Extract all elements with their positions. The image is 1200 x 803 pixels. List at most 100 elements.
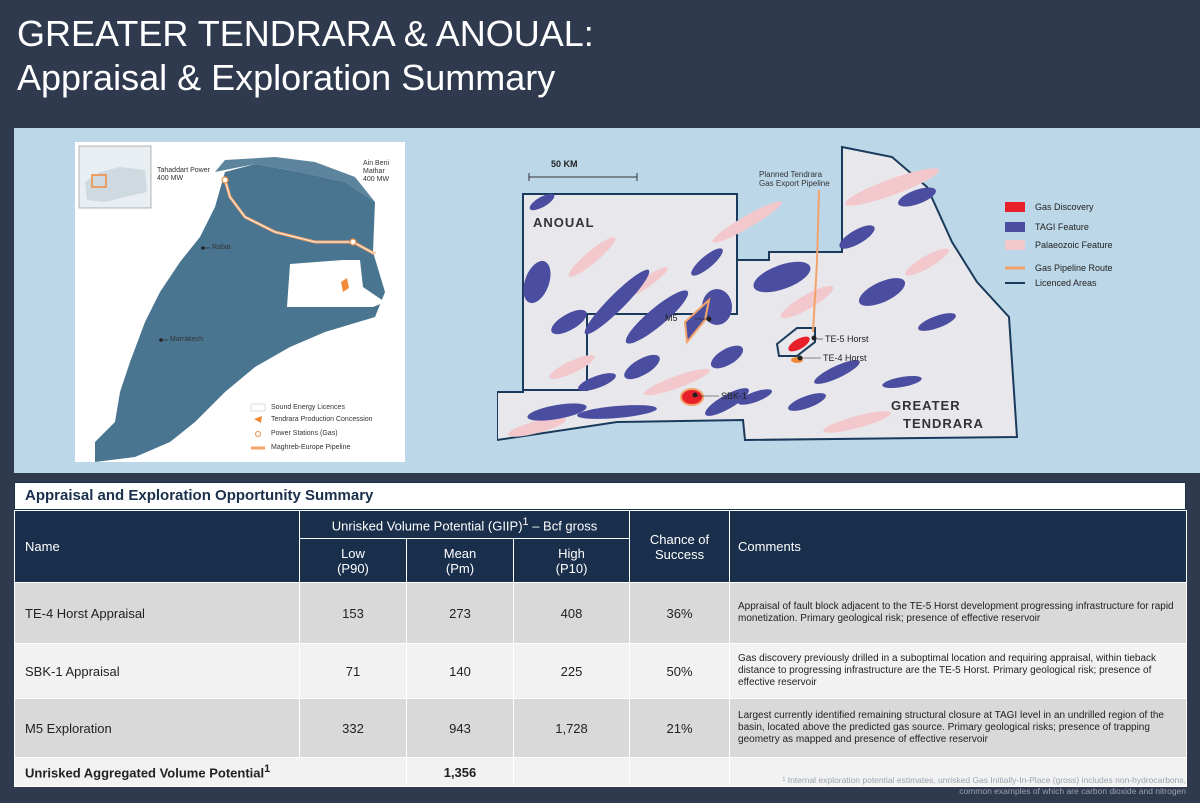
table-row: M5 Exploration 332 943 1,728 21% Largest… bbox=[14, 698, 1188, 758]
tendrara-map: 50 KM Planned Tendrara Gas Export Pipeli… bbox=[496, 142, 1200, 467]
footnote-line-1: ¹ Internal exploration potential estimat… bbox=[782, 775, 1186, 785]
power-station-tahaddart bbox=[221, 176, 229, 184]
legend-power-stations: Power Stations (Gas) bbox=[271, 430, 338, 437]
col-low-line-2: (P90) bbox=[337, 560, 369, 576]
col-chance-line-1: Chance of bbox=[649, 531, 710, 547]
sbk1-discovery bbox=[680, 388, 704, 406]
col-group-volume: Unrisked Volume Potential (GIIP)1 – Bcf … bbox=[298, 510, 631, 539]
row-comment: Largest currently identified remaining s… bbox=[729, 698, 1188, 758]
power-station-ain-beni bbox=[349, 238, 357, 246]
legend-gas-discovery: Gas Discovery bbox=[1035, 202, 1094, 212]
pipeline-label-1: Planned Tendrara bbox=[759, 170, 823, 179]
legend-pipeline-route: Gas Pipeline Route bbox=[1035, 263, 1113, 273]
group-header-text: Unrisked Volume Potential (GIIP) bbox=[331, 518, 523, 534]
row-chance: 21% bbox=[629, 698, 731, 758]
sbk1-label: SBK-1 bbox=[721, 391, 748, 401]
row-chance: 50% bbox=[629, 643, 731, 699]
legend-tagi: TAGI Feature bbox=[1035, 222, 1089, 232]
m5-label: M5 bbox=[665, 313, 678, 323]
te5-label: TE-5 Horst bbox=[825, 334, 869, 344]
row-comment: Gas discovery previously drilled in a su… bbox=[729, 643, 1188, 699]
scale-label: 50 KM bbox=[551, 159, 578, 169]
row-mean: 943 bbox=[406, 698, 514, 758]
empty-cell bbox=[629, 757, 731, 787]
rabat-label: Rabat bbox=[212, 244, 231, 251]
table-row: SBK-1 Appraisal 71 140 225 50% Gas disco… bbox=[14, 643, 1188, 699]
total-row: Unrisked Aggregated Volume Potential1 1,… bbox=[14, 757, 1188, 787]
licence-west-2 bbox=[97, 346, 107, 358]
col-high-line-1: High bbox=[558, 545, 585, 561]
inset-highlight bbox=[91, 174, 107, 188]
morocco-map-graphic bbox=[75, 142, 405, 462]
title-line-1: GREATER TENDRARA & ANOUAL: bbox=[17, 13, 594, 54]
row-low: 332 bbox=[299, 698, 407, 758]
north-coast bbox=[215, 157, 375, 202]
empty-cell bbox=[729, 757, 1188, 787]
legend-licences: Sound Energy Licences bbox=[271, 404, 345, 411]
total-value: 1,356 bbox=[406, 757, 514, 787]
anoual-label: ANOUAL bbox=[533, 215, 595, 230]
footnote-line-2: common examples of which are carbon diox… bbox=[959, 786, 1186, 796]
tendrara-concession bbox=[341, 278, 349, 292]
pipeline-label-2: Gas Export Pipeline bbox=[759, 179, 830, 188]
legend-pipeline: Maghreb-Europe Pipeline bbox=[271, 444, 351, 451]
row-name: TE-4 Horst Appraisal bbox=[14, 582, 300, 644]
mathar-label: Mathar bbox=[363, 168, 385, 175]
greater-label: GREATER bbox=[891, 398, 961, 413]
morocco-map: Tahaddart Power 400 MW Ain Beni Mathar 4… bbox=[75, 142, 405, 462]
table-row: TE-4 Horst Appraisal 153 273 408 36% App… bbox=[14, 582, 1188, 644]
col-mean-line-1: Mean bbox=[443, 545, 477, 561]
rabat-dot bbox=[201, 246, 205, 250]
tendrara-label: TENDRARA bbox=[903, 416, 984, 431]
col-name: Name bbox=[14, 510, 300, 583]
te5-discovery bbox=[788, 336, 810, 352]
row-low: 153 bbox=[299, 582, 407, 644]
marrakech-label: Marrakech bbox=[170, 336, 204, 343]
col-low: Low (P90) bbox=[299, 538, 407, 583]
col-high: High (P10) bbox=[512, 538, 631, 583]
tahaddart-label: Tahaddart Power bbox=[157, 167, 210, 174]
ain-beni-mw: 400 MW bbox=[363, 176, 390, 183]
tahaddart-mw: 400 MW bbox=[157, 175, 184, 182]
legend-concession: Tendrara Production Concession bbox=[271, 416, 373, 423]
col-mean: Mean (Pm) bbox=[406, 538, 514, 583]
te4-label: TE-4 Horst bbox=[823, 353, 867, 363]
col-comments: Comments bbox=[729, 510, 1188, 583]
legend-palaeozoic: Palaeozoic Feature bbox=[1035, 240, 1113, 250]
row-mean: 273 bbox=[406, 582, 514, 644]
marrakech-dot bbox=[159, 338, 163, 342]
row-low: 71 bbox=[299, 643, 407, 699]
group-header-sup: 1 bbox=[522, 515, 529, 528]
empty-cell bbox=[512, 757, 631, 787]
planned-pipeline bbox=[812, 189, 820, 333]
col-chance-line-2: Success bbox=[654, 546, 705, 562]
total-label: Unrisked Aggregated Volume Potential bbox=[25, 765, 265, 781]
page-title: GREATER TENDRARA & ANOUAL: Appraisal & E… bbox=[17, 12, 594, 100]
table-heading: Appraisal and Exploration Opportunity Su… bbox=[25, 487, 374, 504]
col-chance: Chance of Success bbox=[629, 510, 731, 583]
opportunity-table: Name Unrisked Volume Potential (GIIP)1 –… bbox=[14, 510, 1188, 787]
group-header-suffix: – Bcf gross bbox=[528, 518, 598, 534]
footnote: ¹ Internal exploration potential estimat… bbox=[686, 775, 1186, 797]
tendrara-map-graphic bbox=[496, 145, 1025, 442]
legend-licenced-areas: Licenced Areas bbox=[1035, 278, 1097, 288]
row-name: M5 Exploration bbox=[14, 698, 300, 758]
col-high-line-2: (P10) bbox=[555, 560, 588, 576]
row-high: 225 bbox=[512, 643, 631, 699]
row-comment: Appraisal of fault block adjacent to the… bbox=[729, 582, 1188, 644]
table-heading-bar: Appraisal and Exploration Opportunity Su… bbox=[14, 482, 1186, 510]
morocco-land bbox=[95, 164, 385, 462]
tendrara-licence bbox=[287, 260, 385, 307]
total-sup: 1 bbox=[264, 763, 271, 776]
licenced-area-outline bbox=[496, 145, 1019, 442]
m5-outline bbox=[683, 297, 711, 345]
row-mean: 140 bbox=[406, 643, 514, 699]
row-high: 1,728 bbox=[512, 698, 631, 758]
title-line-2: Appraisal & Exploration Summary bbox=[17, 57, 556, 98]
row-chance: 36% bbox=[629, 582, 731, 644]
total-label-cell: Unrisked Aggregated Volume Potential1 bbox=[14, 757, 407, 787]
col-low-line-1: Low bbox=[341, 545, 365, 561]
col-mean-line-2: (Pm) bbox=[445, 560, 475, 576]
row-name: SBK-1 Appraisal bbox=[14, 643, 300, 699]
ain-beni-label: Ain Beni bbox=[363, 160, 390, 167]
